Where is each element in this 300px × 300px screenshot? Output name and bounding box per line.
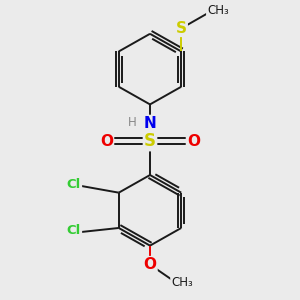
Text: S: S [144, 132, 156, 150]
Text: N: N [144, 116, 156, 131]
Text: S: S [176, 21, 187, 36]
Text: O: O [187, 134, 200, 148]
Text: Cl: Cl [67, 224, 81, 237]
Text: H: H [128, 116, 137, 129]
Text: O: O [143, 257, 157, 272]
Text: Cl: Cl [67, 178, 81, 191]
Text: CH₃: CH₃ [207, 4, 229, 17]
Text: O: O [100, 134, 113, 148]
Text: CH₃: CH₃ [171, 276, 193, 289]
